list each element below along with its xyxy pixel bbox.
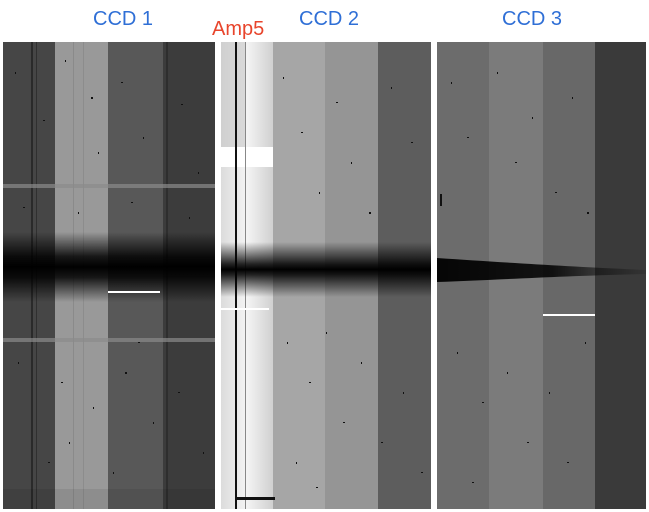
ccd2-image-panel — [221, 42, 431, 509]
spectrum-trace — [437, 258, 646, 282]
ccd1-image-panel — [3, 42, 215, 509]
bad-row — [3, 184, 215, 188]
cosmic-rays — [15, 60, 204, 474]
spectrum-trace — [221, 242, 431, 297]
saturated-row — [108, 291, 160, 293]
cosmic-rays — [451, 72, 589, 483]
amp5-label: Amp5 — [212, 18, 265, 40]
saturated-row — [221, 308, 269, 310]
ccd3-label: CCD 3 — [502, 8, 563, 30]
ccd3-image-panel — [437, 42, 646, 509]
cosmic-rays — [283, 77, 423, 488]
spectrum-trace — [3, 232, 215, 302]
bad-row — [3, 338, 215, 342]
amp-column — [595, 42, 646, 509]
ccd1-label: CCD 1 — [93, 8, 154, 30]
ccd2-label: CCD 2 — [299, 8, 360, 30]
saturated-row — [543, 314, 595, 316]
